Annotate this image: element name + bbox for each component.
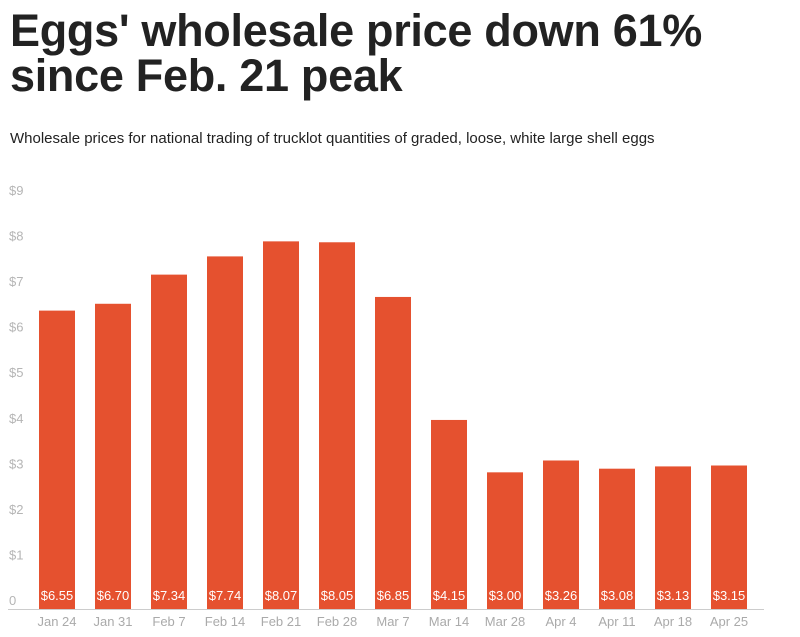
y-tick-label: $5: [9, 365, 23, 380]
data-label: $3.15: [713, 588, 746, 603]
data-label: $6.70: [97, 588, 130, 603]
data-label: $6.85: [377, 588, 410, 603]
bar: [431, 419, 467, 609]
x-tick-label: Feb 7: [152, 614, 185, 629]
bar: [207, 256, 243, 609]
bar: [263, 241, 299, 609]
y-tick-label: $6: [9, 320, 23, 335]
x-tick-label: Apr 25: [710, 614, 748, 629]
bar: [319, 242, 355, 609]
bar: [487, 472, 523, 609]
data-label: $8.05: [321, 588, 354, 603]
y-tick-label: $2: [9, 502, 23, 517]
y-tick-label: $9: [9, 183, 23, 198]
data-label: $7.34: [153, 588, 186, 603]
data-label: $6.55: [41, 588, 74, 603]
bar: [375, 296, 411, 609]
chart-subtitle: Wholesale prices for national trading of…: [10, 130, 655, 147]
data-label: $3.00: [489, 588, 522, 603]
x-tick-label: Mar 7: [376, 614, 409, 629]
bar: [711, 465, 747, 609]
x-tick-label: Feb 28: [317, 614, 357, 629]
x-tick-label: Mar 28: [485, 614, 525, 629]
x-tick-label: Feb 14: [205, 614, 245, 629]
x-tick-label: Apr 18: [654, 614, 692, 629]
data-label: $8.07: [265, 588, 298, 603]
data-label: $3.26: [545, 588, 578, 603]
data-label: $7.74: [209, 588, 242, 603]
y-tick-label: 0: [9, 593, 16, 608]
bar: [655, 466, 691, 609]
y-tick-label: $1: [9, 547, 23, 562]
bar: [39, 310, 75, 609]
bar: [543, 460, 579, 609]
data-label: $4.15: [433, 588, 466, 603]
chart-title: Eggs' wholesale price down 61% since Feb…: [10, 5, 702, 101]
data-label: $3.13: [657, 588, 690, 603]
y-tick-label: $4: [9, 411, 23, 426]
x-tick-label: Jan 31: [93, 614, 132, 629]
bar: [151, 274, 187, 609]
x-tick-label: Apr 11: [598, 614, 635, 629]
bar: [95, 303, 131, 609]
x-tick-label: Mar 14: [429, 614, 469, 629]
y-tick-label: $8: [9, 229, 23, 244]
y-tick-label: $7: [9, 274, 23, 289]
x-tick-label: Jan 24: [37, 614, 76, 629]
data-label: $3.08: [601, 588, 634, 603]
y-tick-label: $3: [9, 456, 23, 471]
x-tick-label: Feb 21: [261, 614, 301, 629]
bar: [599, 468, 635, 609]
x-tick-label: Apr 4: [545, 614, 576, 629]
